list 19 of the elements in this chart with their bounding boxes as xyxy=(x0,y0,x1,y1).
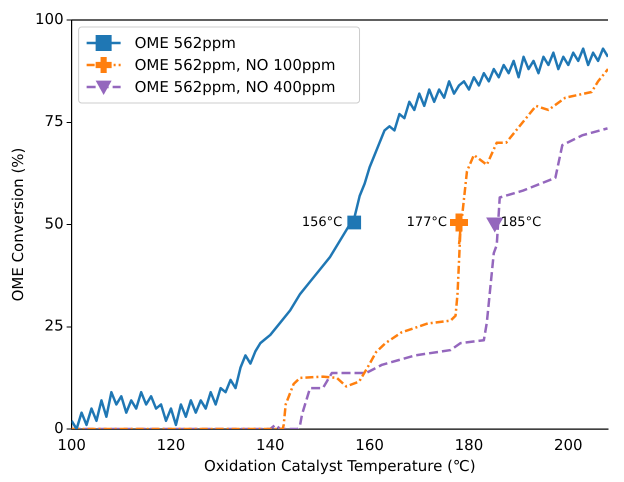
x-axis-title: Oxidation Catalyst Temperature (℃) xyxy=(204,456,476,475)
x-tick-label: 160 xyxy=(355,436,384,454)
legend-label: OME 562ppm, NO 100ppm xyxy=(134,56,336,74)
x-tick-label: 200 xyxy=(554,436,583,454)
annotation: 185°C xyxy=(500,214,542,230)
legend-label: OME 562ppm xyxy=(134,34,236,52)
y-tick-label: 50 xyxy=(44,214,64,232)
annotation: 156°C xyxy=(302,214,342,230)
x-tick-label: 100 xyxy=(57,436,86,454)
y-axis-title: OME Conversion (%) xyxy=(8,148,27,302)
x-tick-label: 180 xyxy=(454,436,484,454)
x-tick-label: 120 xyxy=(156,436,186,454)
y-tick-label: 25 xyxy=(44,316,64,335)
annotation: 177°C xyxy=(406,214,448,230)
y-tick-label: 100 xyxy=(34,10,64,28)
legend-label: OME 562ppm, NO 400ppm xyxy=(134,78,336,96)
x-tick-label: 140 xyxy=(256,436,285,454)
y-tick-label: 75 xyxy=(44,112,64,130)
y-tick-label: 0 xyxy=(54,418,64,437)
